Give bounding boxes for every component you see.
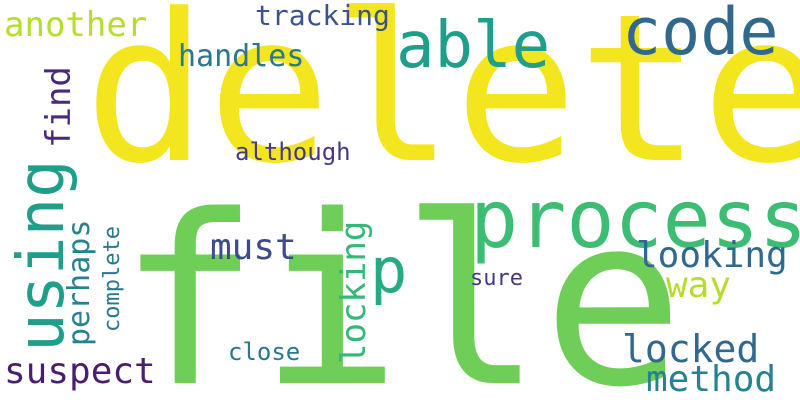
word-able: able bbox=[396, 9, 551, 83]
word-locking: locking bbox=[334, 220, 374, 364]
word-file: file bbox=[118, 166, 684, 400]
word-close: close bbox=[228, 338, 301, 366]
word-looking: looking bbox=[636, 235, 788, 276]
word-complete: complete bbox=[100, 226, 125, 332]
word-method: method bbox=[646, 359, 777, 400]
word-find: find bbox=[39, 66, 79, 148]
word-way: way bbox=[666, 265, 732, 306]
word-perhaps: perhaps bbox=[62, 219, 97, 346]
word-sure: sure bbox=[470, 266, 523, 291]
word-suspect: suspect bbox=[4, 351, 156, 392]
word-another: another bbox=[4, 5, 148, 45]
word-code: code bbox=[622, 0, 779, 70]
word-tracking: tracking bbox=[255, 0, 390, 32]
word-delete: delete bbox=[84, 0, 800, 209]
word-handles: handles bbox=[178, 39, 305, 74]
word-process: process bbox=[470, 173, 800, 266]
word-although: although bbox=[235, 138, 351, 166]
word-must: must bbox=[210, 227, 297, 268]
word-locked: locked bbox=[622, 327, 760, 371]
word-p: p bbox=[370, 234, 408, 307]
